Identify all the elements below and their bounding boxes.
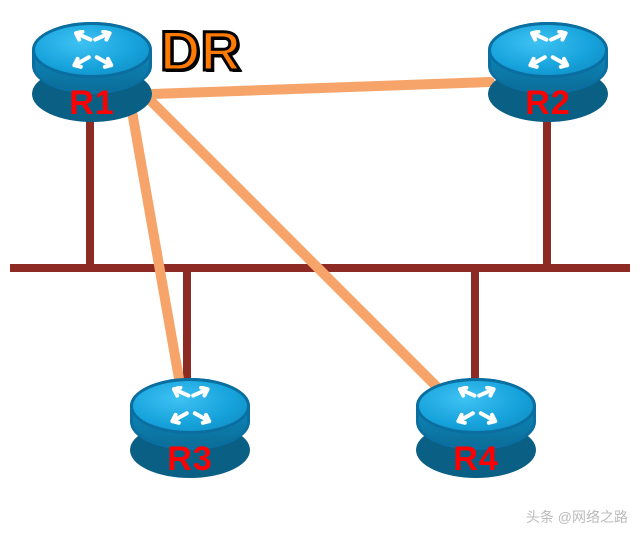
router-top-icon — [488, 22, 608, 78]
router-r4: R4 — [416, 378, 536, 474]
router-label: R2 — [488, 84, 608, 123]
router-top-icon — [32, 22, 152, 78]
router-label: R3 — [130, 440, 250, 479]
router-top-icon — [416, 378, 536, 434]
router-top-icon — [130, 378, 250, 434]
router-r3: R3 — [130, 378, 250, 474]
dr-label: DR — [160, 18, 241, 83]
router-label: R4 — [416, 440, 536, 479]
routers-container: R1 R2 R3 R4 — [0, 0, 640, 535]
router-r2: R2 — [488, 22, 608, 118]
router-r1: R1 — [32, 22, 152, 118]
watermark: 头条 @网络之路 — [526, 507, 628, 527]
router-label: R1 — [32, 84, 152, 123]
